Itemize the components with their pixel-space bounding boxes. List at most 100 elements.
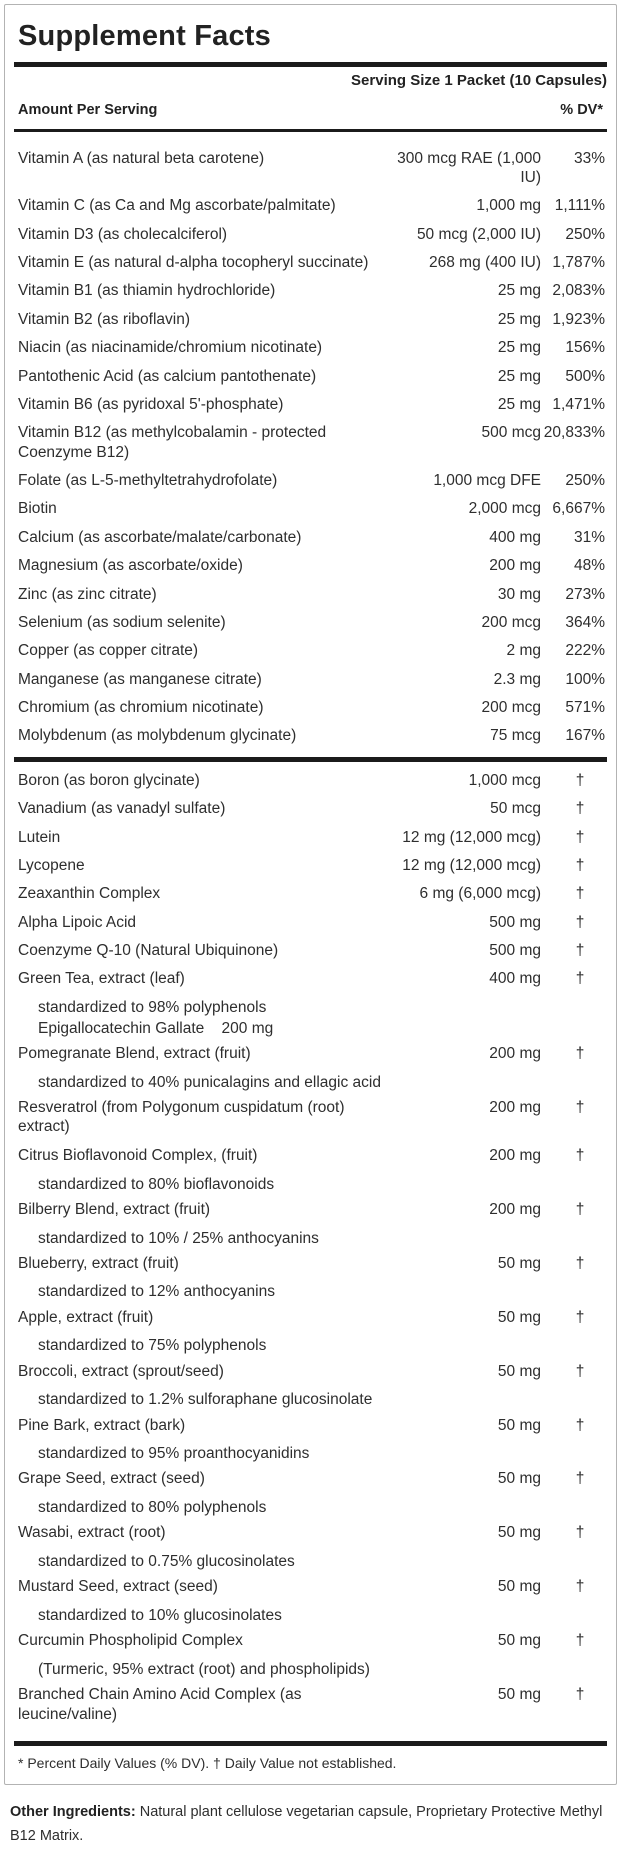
nutrient-row: Pomegranate Blend, extract (fruit) 200 mg… [14,1039,607,1067]
nutrient-dv: 250% [565,472,605,489]
nutrient-name: Pomegranate Blend, extract (fruit) [18,1044,251,1062]
standardization-note: standardized to 80% bioflavonoids [38,1175,275,1193]
nutrient-row: Grape Seed, extract (seed) 50 mg † [14,1465,607,1493]
nutrient-amount: 2,000 mcg [468,500,541,518]
nutrient-row: Folate (as L-5-methyltetrahydrofolate) 1,… [14,467,607,495]
nutrient-amount: 200 mg [489,1200,541,1218]
nutrient-dv: 1,787% [552,254,605,271]
nutrient-amount: 50 mcg (2,000 IU) [416,225,541,243]
nutrient-name: Bilberry Blend, extract (fruit) [18,1200,211,1218]
other-ingredients: Other Ingredients: Natural plant cellulo… [0,1789,621,1854]
nutrient-dv: 1,471% [552,395,605,413]
nutrient-row: Vitamin B6 (as pyridoxal 5'-phosphate) 25… [14,390,607,418]
nutrient-name: Vitamin E (as natural d-alpha tocopheryl… [18,254,369,271]
nutrient-name: Manganese (as manganese citrate) [18,670,262,688]
nutrient-row: Pine Bark, extract (bark) 50 mg † [14,1411,607,1439]
nutrient-amount: 2 mg [506,642,541,660]
nutrient-row: Magnesium (as ascorbate/oxide) 200 mg 48% [14,552,607,580]
nutrient-name: Vitamin B12 (as methylcobalamin - protec… [18,424,327,461]
nutrient-row: Lutein 12 mg (12,000 mcg) † [14,823,607,851]
nutrient-row: Apple, extract (fruit) 50 mg † [14,1303,607,1331]
nutrient-dv: 167% [565,727,605,745]
nutrient-name: Vitamin C (as Ca and Mg ascorbate/palmit… [18,197,336,215]
standardization-note: standardized to 0.75% glucosinolates [38,1553,295,1571]
standardization-note: standardized to 40% punicalagins and ell… [38,1073,381,1091]
nutrient-dv: † [575,1254,585,1272]
nutrient-dv: † [575,771,585,789]
nutrient-row: Curcumin Phospholipid Complex 50 mg † [14,1627,607,1655]
nutrient-section-2: Boron (as boron glycinate) 1,000 mcg † Vana… [14,762,607,1734]
nutrient-name: Branched Chain Amino Acid Complex (as le… [18,1686,302,1723]
nutrient-amount: 200 mcg [481,699,541,716]
column-header-row: Amount Per Serving % DV* [14,93,607,129]
nutrient-amount: 400 mg [489,528,541,546]
nutrient-row: Zinc (as zinc citrate) 30 mg 273% [14,580,607,608]
nutrient-row: Coenzyme Q-10 (Natural Ubiquinone) 500 mg… [14,937,607,965]
standardization-note: standardized to 10% glucosinolates [38,1607,282,1625]
nutrient-dv: † [575,1470,585,1488]
nutrient-name: Blueberry, extract (fruit) [18,1254,179,1272]
nutrient-dv: 2,083% [552,282,605,300]
nutrient-amount: 500 mg [489,942,541,959]
nutrient-name: Zinc (as zinc citrate) [18,585,157,603]
nutrient-row: Chromium (as chromium nicotinate) 200 mcg… [14,694,607,722]
nutrient-dv: † [575,1146,585,1164]
nutrient-dv: † [575,1416,585,1434]
nutrient-amount: 200 mcg [481,613,541,631]
nutrient-name: Citrus Bioflavonoid Complex, (fruit) [18,1146,258,1164]
nutrient-name: Alpha Lipoic Acid [18,913,137,931]
nutrient-name: Resveratrol (from Polygonum cuspidatum (… [18,1098,345,1136]
nutrient-amount: 50 mg [497,1578,541,1596]
nutrient-name: Curcumin Phospholipid Complex [18,1632,243,1650]
standardization-note: standardized to 98% polyphenols [38,999,267,1017]
nutrient-dv: † [575,913,585,931]
nutrient-dv: † [575,1200,585,1218]
nutrient-name: Vitamin B1 (as thiamin hydrochloride) [18,282,276,300]
nutrient-dv: 100% [565,670,605,688]
nutrient-section-1: Vitamin A (as natural beta carotene) 300 … [14,132,607,752]
nutrient-row: Selenium (as sodium selenite) 200 mcg 364% [14,608,607,636]
nutrient-row: Vitamin C (as Ca and Mg ascorbate/palmit… [14,192,607,220]
nutrient-amount: 1,000 mcg DFE [433,472,541,489]
nutrient-name: Selenium (as sodium selenite) [18,613,226,631]
nutrient-dv: 33% [573,149,605,167]
standardization-note: standardized to 1.2% sulforaphane glucos… [38,1391,373,1409]
nutrient-amount: 50 mg [497,1308,541,1326]
nutrient-name: Molybdenum (as molybdenum glycinate) [18,727,297,745]
nutrient-row: Calcium (as ascorbate/malate/carbonate) 4… [14,523,607,551]
nutrient-dv: 364% [565,613,605,631]
nutrient-dv: 1,923% [552,310,605,328]
nutrient-dv: † [575,970,585,988]
nutrient-name: Wasabi, extract (root) [18,1524,166,1542]
nutrient-amount: 50 mg [497,1524,541,1542]
standardization-note: Epigallocatechin Gallate 200 mg [38,1019,274,1037]
nutrient-amount: 200 mg [489,1044,541,1062]
nutrient-name: Biotin [18,500,57,518]
dv-footnote: * Percent Daily Values (% DV). † Daily V… [18,1754,397,1771]
nutrient-amount: 268 mg (400 IU) [429,254,541,271]
nutrient-row: Lycopene 12 mg (12,000 mcg) † [14,851,607,879]
nutrient-amount: 25 mg [497,395,541,413]
nutrient-row: Vitamin E (as natural d-alpha tocopheryl… [14,249,607,277]
nutrient-amount: 200 mg [489,1146,541,1164]
nutrient-amount: 50 mcg [490,800,541,818]
nutrient-row: Citrus Bioflavonoid Complex, (fruit) 200 … [14,1141,607,1169]
nutrient-name: Lutein [18,828,61,846]
nutrient-amount: 12 mg (12,000 mcg) [402,856,541,874]
nutrient-row: Vitamin A (as natural beta carotene) 300 … [14,144,607,192]
serving-size: Serving Size 1 Packet (10 Capsules) [351,72,607,89]
nutrient-name: Vitamin A (as natural beta carotene) [18,149,265,167]
nutrient-row: Broccoli, extract (sprout/seed) 50 mg † [14,1357,607,1385]
nutrient-row: Vitamin B2 (as riboflavin) 25 mg 1,923% [14,305,607,333]
standardization-note: standardized to 10% / 25% anthocyanins [38,1229,319,1247]
nutrient-dv: 571% [565,699,605,716]
nutrient-amount: 25 mg [497,339,541,357]
nutrient-dv: 6,667% [552,500,605,518]
nutrient-dv: † [575,1632,585,1650]
nutrient-name: Vitamin D3 (as cholecalciferol) [18,225,228,243]
nutrient-amount: 25 mg [497,310,541,328]
nutrient-dv: 500% [565,367,605,385]
nutrient-amount: 50 mg [497,1632,541,1650]
nutrient-dv: 20,833% [543,424,605,442]
percent-dv-header: % DV* [560,102,603,118]
